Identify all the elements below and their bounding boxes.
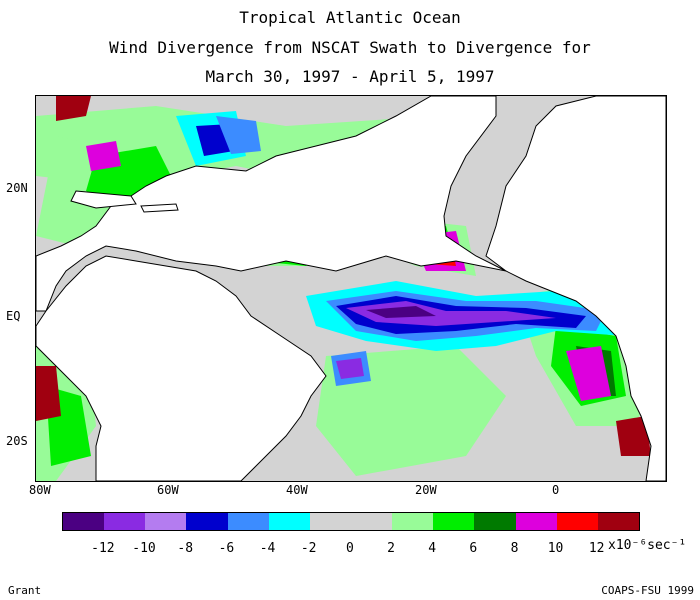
colorbar-tick-label: -10 [132, 541, 156, 556]
colorbar-segment [145, 513, 187, 530]
colorbar-tick-label: -8 [177, 541, 194, 556]
colorbar-tick-label: 0 [346, 541, 354, 556]
colorbar-tick-label: -2 [300, 541, 317, 556]
lon-label-0: 0 [552, 483, 560, 497]
divergence-map [35, 95, 667, 482]
map-title: Tropical Atlantic Ocean [239, 8, 461, 27]
colorbar-tick-label: 12 [588, 541, 605, 556]
colorbar-tick-label: 6 [469, 541, 478, 556]
colorbar-tick-label: 4 [428, 541, 437, 556]
lon-label-80w: 80W [29, 483, 51, 497]
lon-label-20w: 20W [415, 483, 437, 497]
map-subtitle: Wind Divergence from NSCAT Swath to Dive… [109, 38, 591, 57]
landmass-africa [485, 96, 666, 481]
colorbar [62, 512, 640, 531]
lon-label-60w: 60W [157, 483, 179, 497]
colorbar-segment [104, 513, 146, 530]
colorbar-segment [227, 513, 269, 530]
map-date-range: March 30, 1997 - April 5, 1997 [205, 67, 495, 86]
landmass-north-america [36, 96, 507, 312]
colorbar-segment [350, 513, 393, 530]
colorbar-segment [63, 513, 105, 530]
map-svg [36, 96, 666, 481]
colorbar-segment [392, 513, 434, 530]
colorbar-tick-label: -6 [218, 541, 235, 556]
colorbar-segment [597, 513, 639, 530]
colorbar-segment [186, 513, 228, 530]
colorbar-tick-label: -4 [259, 541, 276, 556]
colorbar-tick-label: 10 [547, 541, 564, 556]
colorbar-segment [433, 513, 475, 530]
colorbar-segment [556, 513, 598, 530]
land [36, 96, 666, 481]
colorbar-tick-label: 2 [387, 541, 395, 556]
landmass-south-america [36, 255, 327, 481]
colorbar-segment [515, 513, 557, 530]
lat-label-20n: 20N [6, 181, 28, 195]
lat-label-20s: 20S [6, 434, 28, 448]
lat-label-eq: EQ [6, 309, 21, 323]
colorbar-tick-label: 8 [510, 541, 519, 556]
colorbar-tick-label: -12 [91, 541, 115, 556]
colorbar-segment [268, 513, 310, 530]
colorbar-units: x10⁻⁶sec⁻¹ [608, 538, 687, 553]
colorbar-segment [309, 513, 351, 530]
lon-label-40w: 40W [286, 483, 308, 497]
credit-label: COAPS-FSU 1999 [601, 584, 694, 597]
colorbar-segment [474, 513, 516, 530]
author-label: Grant [8, 584, 42, 597]
landmass-caribbean [70, 190, 137, 209]
